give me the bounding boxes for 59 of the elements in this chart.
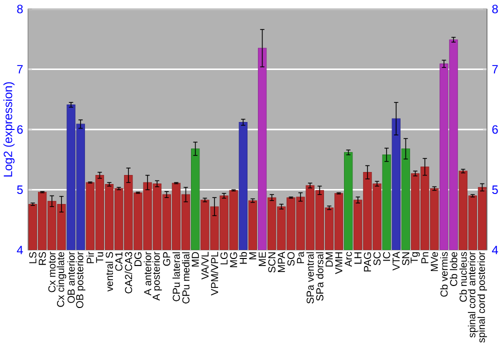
y2-tick-label: 6 bbox=[492, 125, 498, 134]
x-tick-label: LG bbox=[220, 252, 228, 264]
x-tick-label: OB posterior bbox=[76, 252, 86, 308]
y2-tick-label: 5 bbox=[492, 186, 498, 194]
x-tick-label: VTA bbox=[392, 252, 400, 271]
y-tick-label: 6 bbox=[17, 125, 23, 134]
x-tick-label: spinal cord posterior bbox=[478, 252, 487, 343]
x-tick-label: LH bbox=[354, 252, 362, 264]
x-tick-label: Cx motor bbox=[48, 252, 56, 292]
x-tick-label: SPa ventral bbox=[306, 252, 314, 304]
x-tick-label: A posterior bbox=[152, 252, 162, 301]
x-tick-label: spinal cord anterior bbox=[468, 252, 478, 338]
y-tick-label: 8 bbox=[17, 4, 23, 14]
x-tick-label: Pir bbox=[86, 252, 94, 264]
y2-tick-label: 8 bbox=[492, 4, 498, 14]
x-tick-label: OB anterior bbox=[67, 252, 75, 303]
x-tick-label: DM bbox=[326, 252, 333, 267]
x-tick-label: DG bbox=[134, 252, 142, 266]
y-tick-label: 5 bbox=[17, 186, 23, 194]
x-tick-label: A anterior bbox=[144, 252, 152, 296]
y2-tick-label: 7 bbox=[492, 65, 498, 74]
x-tick-label: GP bbox=[163, 252, 170, 266]
y-tick-label: 4 bbox=[16, 246, 23, 254]
x-tick-label: MPA bbox=[278, 252, 285, 272]
x-tick-label: VA/VL bbox=[201, 252, 209, 280]
x-tick-label: CPu medial bbox=[182, 252, 190, 304]
x-tick-label: SN bbox=[402, 252, 410, 266]
x-tick-label: RS bbox=[38, 252, 46, 265]
x-tick-label: Pn bbox=[421, 252, 428, 264]
x-tick-label: Cx cingulate bbox=[56, 252, 66, 307]
x-tick-label: Tu bbox=[96, 252, 104, 263]
x-tick-label: SCN bbox=[268, 252, 276, 273]
x-tick-label: ventral S bbox=[106, 252, 114, 292]
y2-tick-label: 4 bbox=[492, 246, 498, 254]
x-tick-label: MD bbox=[192, 252, 199, 267]
x-tick-label: ME bbox=[258, 252, 266, 266]
x-tick-label: M bbox=[249, 252, 256, 260]
x-tick-label: SPa dorsal bbox=[316, 252, 324, 301]
x-tick-label: LS bbox=[29, 252, 36, 264]
x-tick-label: CA2/CA3 bbox=[124, 252, 132, 294]
x-tick-label: CPu lateral bbox=[172, 252, 180, 302]
x-tick-label: MG bbox=[230, 252, 238, 268]
x-tick-label: Cb vermis bbox=[440, 252, 448, 297]
x-tick-label: Pa bbox=[296, 252, 304, 264]
x-tick-label: IC bbox=[382, 252, 390, 261]
x-tick-label: SO bbox=[287, 252, 295, 266]
x-tick-label: SC bbox=[373, 252, 381, 266]
x-tick-label: MVe bbox=[430, 252, 438, 272]
x-tick-label: Hb bbox=[239, 252, 247, 264]
x-tick-label: Arc bbox=[344, 252, 352, 267]
x-tick-label: VPM/VPL bbox=[210, 252, 218, 296]
x-tick-label: PAG bbox=[364, 252, 372, 272]
x-tick-label: CA1 bbox=[115, 252, 122, 271]
x-tick-label: VMH bbox=[335, 252, 342, 274]
y-axis-title: Log2 (expression) bbox=[3, 82, 15, 177]
x-tick-label: Tg bbox=[410, 252, 420, 264]
x-tick-label: Cb lobe bbox=[450, 252, 458, 286]
x-tick-label: Cb nucleus bbox=[459, 252, 467, 302]
y-tick-label: 7 bbox=[17, 65, 23, 74]
